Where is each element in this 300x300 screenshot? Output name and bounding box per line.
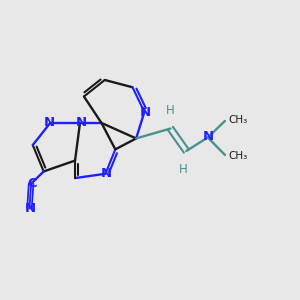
Text: C: C <box>27 177 37 190</box>
Text: N: N <box>101 167 112 180</box>
Text: CH₃: CH₃ <box>228 151 247 161</box>
Text: N: N <box>44 116 55 129</box>
Text: N: N <box>203 130 214 143</box>
Text: N: N <box>75 116 86 129</box>
Text: CH₃: CH₃ <box>228 115 247 125</box>
Text: N: N <box>140 106 151 118</box>
Text: H: H <box>178 163 188 176</box>
Text: H: H <box>166 104 175 117</box>
Text: N: N <box>25 202 36 215</box>
